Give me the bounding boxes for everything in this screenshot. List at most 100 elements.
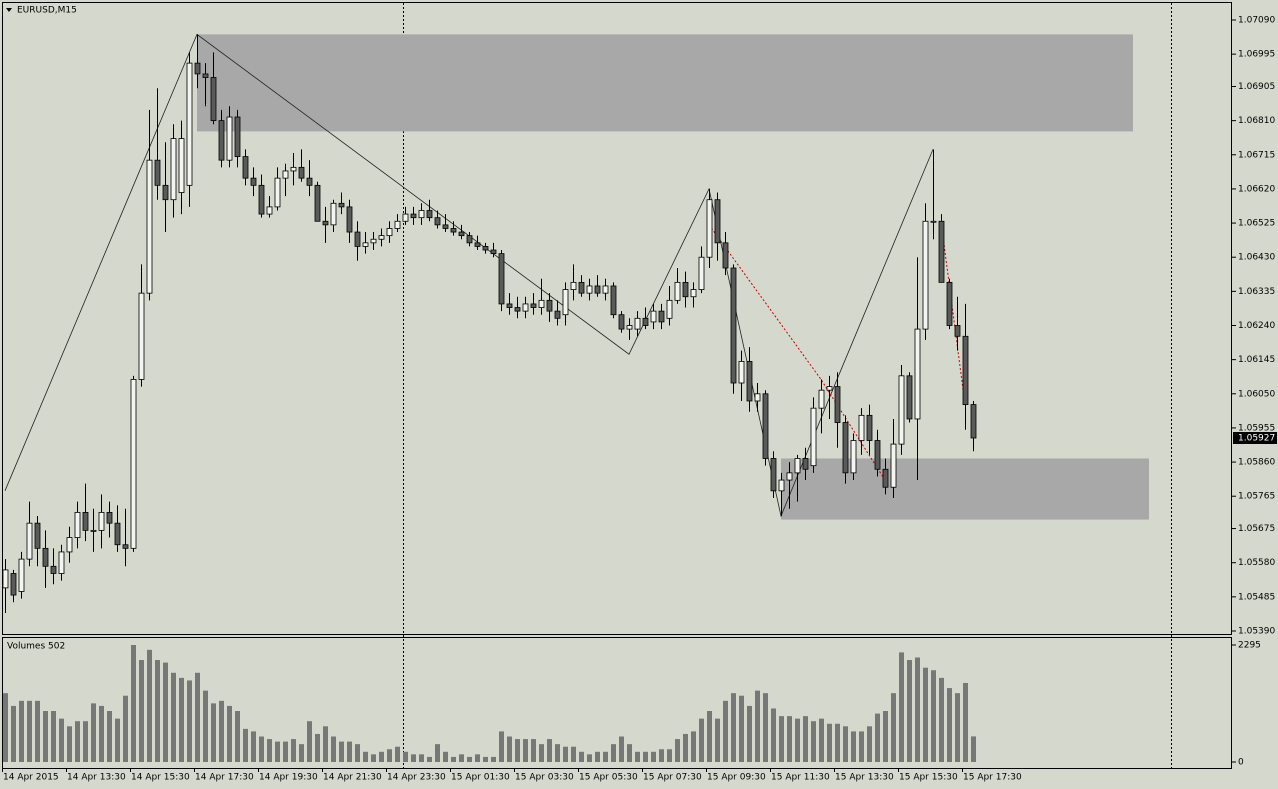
candle-body — [386, 228, 393, 237]
candle-body — [370, 238, 377, 244]
volume-bar — [883, 711, 888, 762]
volume-bar — [971, 736, 976, 762]
candle-body — [162, 184, 169, 201]
candle-body — [930, 220, 937, 223]
candle-body — [346, 206, 353, 233]
candle-body — [802, 458, 809, 470]
candle-body — [546, 299, 553, 312]
volume-bar — [955, 693, 960, 762]
candle-body — [754, 393, 761, 402]
volume-pane — [2, 637, 1232, 769]
candle-body — [266, 206, 273, 215]
candle-body — [98, 511, 105, 531]
candle-body — [410, 213, 417, 219]
volume-bar — [851, 731, 856, 762]
volume-bar — [723, 700, 728, 762]
y-tick-label: 1.06525 — [1238, 219, 1275, 229]
candle-body — [514, 307, 521, 312]
candle-body — [922, 220, 929, 330]
volume-bar — [147, 649, 152, 762]
volume-bar — [59, 718, 64, 762]
volume-bar — [499, 731, 504, 762]
volume-bar — [875, 713, 880, 762]
candle-body — [466, 235, 473, 244]
y-tick-label: 2295 — [1238, 641, 1261, 651]
volume-bar — [139, 660, 144, 762]
volume-bar — [243, 728, 248, 762]
y-tick-label: 1.06715 — [1238, 150, 1275, 160]
candle-body — [146, 159, 153, 294]
candle-body — [114, 522, 121, 546]
candle-body — [578, 281, 585, 294]
candle-body — [490, 249, 497, 255]
volume-bar — [779, 716, 784, 762]
volume-bar — [907, 660, 912, 762]
candle-body — [810, 407, 817, 467]
candle-body — [90, 529, 97, 532]
volume-bar — [859, 731, 864, 762]
candle-body — [762, 393, 769, 459]
x-tick-label: 14 Apr 2015 — [3, 773, 59, 783]
candle-body — [50, 565, 57, 574]
volume-bar — [627, 744, 632, 762]
candle-body — [474, 242, 481, 247]
candle-body — [154, 159, 161, 186]
volume-bar — [363, 751, 368, 762]
volume-bar — [699, 718, 704, 762]
candle-body — [106, 511, 113, 524]
volume-bar — [835, 723, 840, 762]
volume-bar — [659, 749, 664, 762]
candle-body — [818, 389, 825, 409]
candle-body — [666, 299, 673, 319]
volume-bar — [459, 754, 464, 762]
candle-body — [482, 246, 489, 251]
y-tick-label: 1.05860 — [1238, 458, 1275, 468]
y-tick-label: 1.06145 — [1238, 355, 1275, 365]
candle-body — [74, 511, 81, 538]
volume-bar — [115, 718, 120, 762]
candle-body — [898, 375, 905, 445]
volume-bar — [947, 688, 952, 762]
signal-line — [940, 221, 966, 405]
volume-bar — [259, 736, 264, 762]
candle-body — [722, 242, 729, 269]
volume-bar — [179, 677, 184, 762]
x-tick-label: 15 Apr 05:30 — [579, 773, 638, 783]
candle-body — [914, 328, 921, 420]
volume-bar — [347, 741, 352, 762]
volume-bar — [715, 718, 720, 762]
volume-bar — [739, 695, 744, 762]
volume-bar — [155, 660, 160, 762]
volume-bar — [755, 690, 760, 762]
volume-bar — [683, 733, 688, 762]
y-tick-label: 1.05390 — [1238, 627, 1275, 637]
volume-bar — [67, 726, 72, 762]
volume-bar — [403, 751, 408, 762]
candle-body — [354, 231, 361, 247]
volume-bar — [107, 711, 112, 762]
candle-body — [882, 468, 889, 488]
volume-bar — [235, 711, 240, 762]
volume-bar — [475, 754, 480, 762]
x-tick-label: 14 Apr 15:30 — [131, 773, 190, 783]
candle-body — [778, 479, 785, 492]
candle-body — [658, 310, 665, 323]
volume-bar — [331, 736, 336, 762]
last-price-box — [1233, 431, 1277, 444]
volume-bar — [19, 700, 24, 762]
candle-body — [770, 458, 777, 492]
candle-body — [242, 156, 249, 179]
candle-body — [530, 303, 537, 308]
x-tick-label: 15 Apr 15:30 — [899, 773, 958, 783]
y-tick-label: 1.06620 — [1238, 184, 1275, 194]
candle-body — [706, 199, 713, 258]
candle-body — [586, 285, 593, 294]
volume-bar — [795, 718, 800, 762]
candle-body — [538, 299, 545, 308]
candle-body — [130, 379, 137, 549]
volume-bar — [939, 677, 944, 762]
volume-bar — [371, 754, 376, 762]
volume-bar — [827, 723, 832, 762]
volume-bar — [915, 657, 920, 762]
